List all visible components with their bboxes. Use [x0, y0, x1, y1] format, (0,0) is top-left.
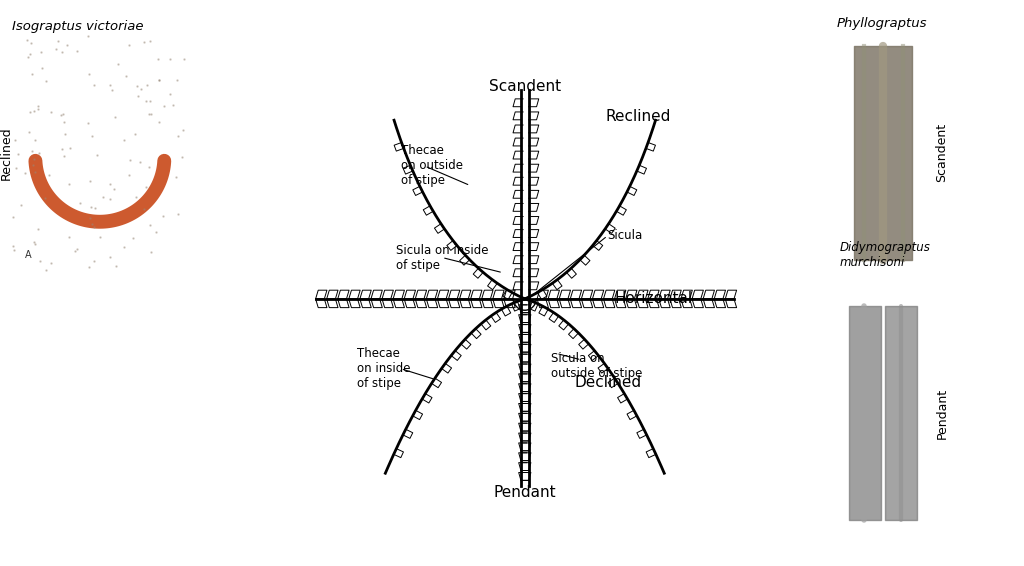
Text: Sicula on
outside of stipe: Sicula on outside of stipe	[551, 353, 642, 380]
Text: Declined: Declined	[574, 375, 642, 390]
Text: Isograptus victoriae: Isograptus victoriae	[12, 20, 143, 33]
Text: Reclined: Reclined	[605, 109, 671, 125]
Text: Sicula: Sicula	[607, 229, 643, 242]
Text: Horizontal: Horizontal	[614, 290, 692, 306]
Text: Thecae
on outside
of stipe: Thecae on outside of stipe	[400, 144, 463, 187]
Text: Didymograptus
murchisoni: Didymograptus murchisoni	[840, 241, 931, 268]
Text: Sicula on inside
of stipe: Sicula on inside of stipe	[396, 243, 488, 272]
Text: Pendant: Pendant	[494, 485, 556, 500]
Text: Thecae
on inside
of stipe: Thecae on inside of stipe	[357, 347, 411, 390]
Text: Scandent: Scandent	[936, 123, 948, 182]
Text: Reclined: Reclined	[0, 126, 12, 179]
Text: Pendant: Pendant	[936, 388, 948, 439]
Text: A: A	[25, 250, 31, 260]
Text: Phyllograptus: Phyllograptus	[837, 17, 927, 30]
Text: Scandent: Scandent	[488, 79, 561, 94]
